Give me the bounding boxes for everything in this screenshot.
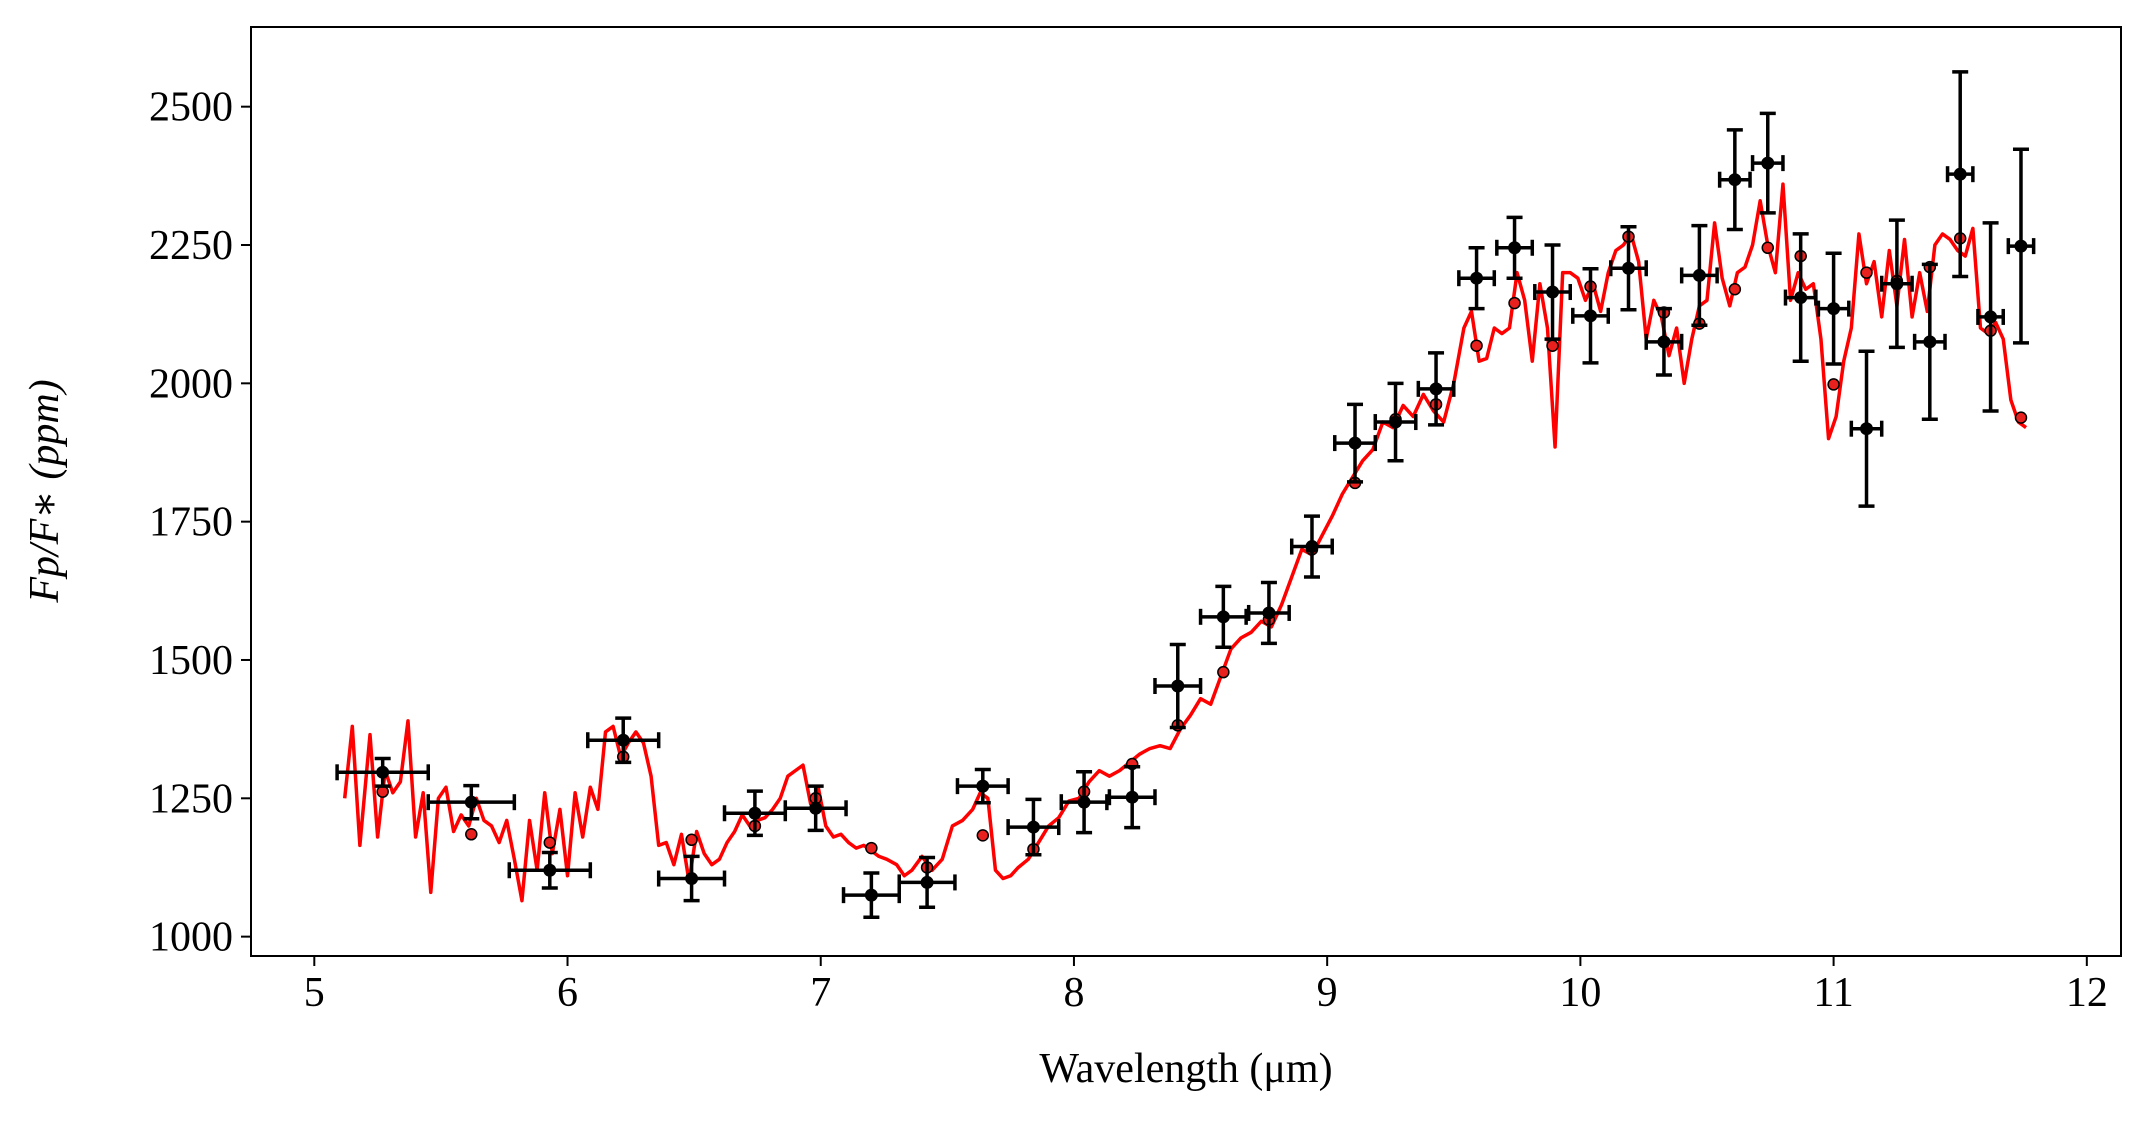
data-point xyxy=(920,875,934,889)
y-tick-label: 1000 xyxy=(149,915,233,961)
y-tick-label: 2500 xyxy=(149,85,233,131)
data-point xyxy=(1761,156,1775,170)
y-tick-label: 1250 xyxy=(149,776,233,822)
y-tick-label: 2000 xyxy=(149,361,233,407)
data-point xyxy=(464,795,478,809)
data-point xyxy=(1794,291,1808,305)
data-point xyxy=(1470,271,1484,285)
x-tick-label: 11 xyxy=(1813,970,1853,1016)
data-point xyxy=(1546,285,1560,299)
model-point xyxy=(465,828,478,841)
data-point xyxy=(1890,277,1904,291)
data-point xyxy=(376,765,390,779)
model-point xyxy=(2014,411,2028,424)
model-point xyxy=(543,836,557,849)
y-tick-label: 2250 xyxy=(149,223,233,269)
model-point xyxy=(976,829,990,842)
data-point xyxy=(1692,268,1706,282)
data-point xyxy=(864,888,878,902)
data-point xyxy=(1584,309,1598,323)
data-point xyxy=(1348,436,1362,450)
data-point xyxy=(685,872,699,886)
data-point xyxy=(1305,540,1319,554)
data-point xyxy=(1389,415,1403,429)
data-point xyxy=(616,733,630,747)
data-point xyxy=(1216,610,1230,624)
data-point xyxy=(1262,606,1276,620)
y-tick-label: 1500 xyxy=(149,638,233,684)
x-tick-label: 10 xyxy=(1559,970,1601,1016)
data-point xyxy=(1026,820,1040,834)
data-point xyxy=(809,801,823,815)
data-point xyxy=(1621,261,1635,275)
x-tick-label: 6 xyxy=(557,970,578,1016)
x-tick-label: 8 xyxy=(1063,970,1084,1016)
data-point xyxy=(1508,241,1522,255)
data-point xyxy=(1923,335,1937,349)
x-tick-label: 9 xyxy=(1317,970,1338,1016)
model-point xyxy=(1470,339,1483,352)
y-axis-label: Fp/F∗ (ppm) xyxy=(22,379,68,603)
data-point xyxy=(748,806,762,820)
data-point xyxy=(1827,302,1841,316)
data-point xyxy=(1171,679,1185,693)
model-point xyxy=(685,833,698,847)
model-point xyxy=(1508,296,1521,310)
data-point xyxy=(2014,239,2028,253)
data-point xyxy=(1657,335,1671,349)
data-point xyxy=(543,863,557,877)
data-point xyxy=(1860,422,1874,436)
data-point xyxy=(1728,173,1742,187)
model-point xyxy=(865,841,878,855)
x-tick-label: 5 xyxy=(304,970,325,1016)
data-point xyxy=(1953,167,1967,181)
y-tick-label: 1750 xyxy=(149,500,233,546)
x-axis-label: Wavelength (μm) xyxy=(1039,1046,1332,1092)
x-tick-label: 7 xyxy=(810,970,831,1016)
data-point xyxy=(1077,795,1091,809)
model-point xyxy=(1546,339,1559,352)
data-point xyxy=(1984,310,1998,324)
data-point xyxy=(1429,382,1443,396)
model-point xyxy=(1827,378,1840,391)
data-point xyxy=(976,779,990,793)
x-tick-label: 12 xyxy=(2066,970,2108,1016)
model-point xyxy=(1761,241,1775,255)
model-point xyxy=(1860,266,1873,279)
model-point xyxy=(1728,283,1742,296)
model-point xyxy=(1217,665,1230,679)
plot-frame xyxy=(250,26,2122,957)
data-point xyxy=(1125,790,1139,804)
